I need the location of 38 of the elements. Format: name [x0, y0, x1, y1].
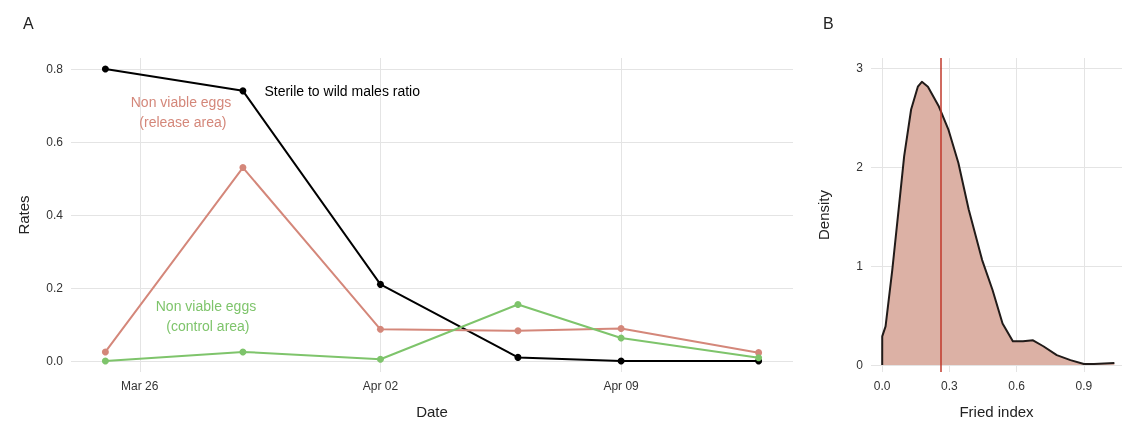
point	[376, 355, 384, 363]
y-tick-label: 1	[856, 259, 864, 274]
y-tick-label: 0.6	[46, 134, 64, 149]
x-tick-label: 0.0	[873, 379, 891, 393]
y-tick-label: 0.4	[46, 208, 64, 222]
y-tick-label: 0.8	[46, 61, 64, 76]
x-axis-title: Date	[416, 403, 448, 420]
series-label: Sterile to wild males ratio	[264, 82, 421, 99]
y-tick-label: 0.0	[46, 354, 64, 369]
text: Non viable eggs (release area)	[130, 94, 236, 131]
x-tick-label: Apr 09	[603, 379, 640, 393]
point	[514, 327, 522, 335]
y-tick-label: 0.2	[46, 281, 64, 296]
point	[376, 280, 384, 288]
y-tick-label: 3	[856, 60, 864, 75]
chart-title: B	[823, 14, 834, 32]
y-tick-label: 0	[856, 358, 864, 373]
point	[101, 348, 109, 356]
point	[514, 300, 522, 308]
x-axis-title: Fried index	[959, 403, 1035, 420]
point	[514, 353, 522, 361]
point	[101, 65, 109, 73]
x-tick-label: 0.3	[941, 379, 959, 393]
x-tick-label: 0.9	[1075, 379, 1093, 393]
point	[239, 164, 247, 172]
point	[239, 87, 247, 95]
point	[239, 348, 247, 356]
chart-title: A	[23, 14, 34, 32]
series-label: Non viable eggs (control area)	[155, 298, 261, 335]
y-axis-title: Rates	[15, 195, 32, 235]
x-tick-label: 0.6	[1008, 379, 1026, 393]
y-axis-title: Density	[815, 189, 832, 241]
x-tick-label: Mar 26	[121, 379, 159, 393]
y-tick-label: 2	[856, 159, 864, 174]
point	[617, 325, 625, 333]
x-tick-label: Apr 02	[362, 379, 399, 393]
point	[101, 357, 109, 365]
point	[376, 325, 384, 333]
